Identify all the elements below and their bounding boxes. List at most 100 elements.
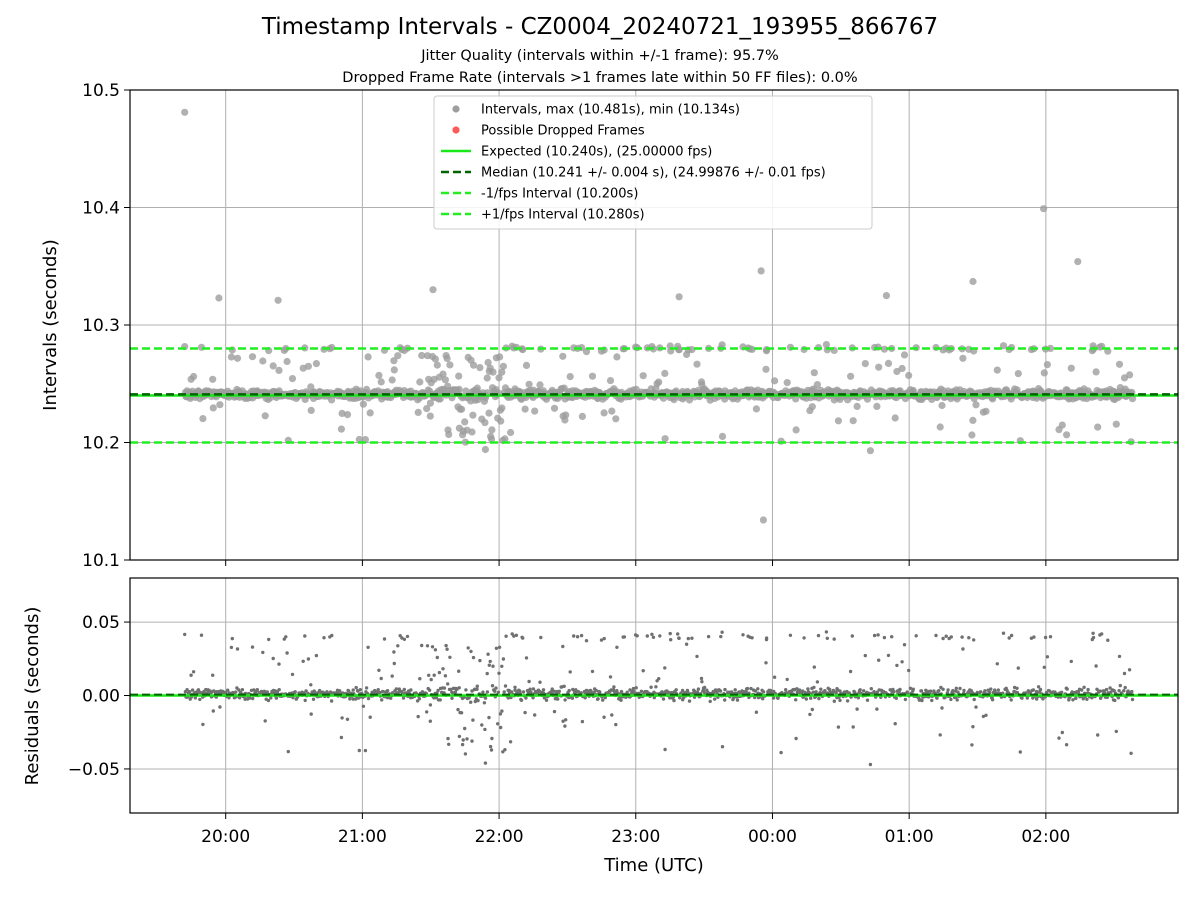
residual-point bbox=[668, 696, 672, 700]
residual-point bbox=[338, 689, 342, 693]
residual-point bbox=[851, 725, 855, 729]
residual-point bbox=[1130, 697, 1135, 702]
residual-point bbox=[235, 647, 240, 651]
residual-point bbox=[894, 696, 898, 700]
residual-point bbox=[892, 690, 896, 694]
residual-point bbox=[794, 698, 798, 702]
interval-point bbox=[891, 414, 899, 422]
residual-point bbox=[771, 696, 776, 700]
interval-point bbox=[274, 296, 282, 304]
interval-point bbox=[559, 352, 567, 360]
residual-point bbox=[1069, 659, 1074, 664]
residual-point bbox=[490, 736, 494, 741]
residual-point bbox=[538, 680, 542, 684]
residual-point bbox=[622, 635, 627, 639]
residual-point bbox=[1045, 655, 1050, 659]
interval-point bbox=[473, 384, 481, 392]
residual-point bbox=[825, 636, 829, 640]
residual-point bbox=[435, 655, 439, 660]
residual-point bbox=[756, 687, 760, 691]
residual-point bbox=[838, 698, 842, 703]
residual-point bbox=[473, 699, 477, 704]
interval-point bbox=[882, 292, 891, 300]
residual-point bbox=[850, 634, 854, 638]
residuals-reference-lines bbox=[130, 693, 1178, 697]
interval-point bbox=[612, 415, 620, 423]
residual-point bbox=[614, 722, 618, 727]
interval-point bbox=[600, 409, 608, 417]
time-x-tick-label: 02:00 bbox=[1021, 827, 1070, 847]
residual-point bbox=[1104, 687, 1109, 692]
interval-point bbox=[959, 354, 967, 362]
interval-point bbox=[525, 380, 533, 388]
residual-point bbox=[400, 636, 404, 640]
residual-point bbox=[443, 674, 448, 678]
residual-point bbox=[794, 736, 798, 741]
intervals-y-tick-label: 10.4 bbox=[82, 199, 120, 219]
residual-point bbox=[524, 696, 528, 700]
residual-point bbox=[339, 735, 344, 740]
interval-point bbox=[481, 445, 489, 454]
residual-point bbox=[735, 698, 740, 702]
residual-point bbox=[533, 713, 537, 717]
residual-point bbox=[898, 687, 902, 692]
residual-point bbox=[306, 657, 311, 661]
residual-point bbox=[1048, 635, 1053, 639]
residual-point bbox=[699, 676, 704, 681]
residual-point bbox=[972, 638, 976, 642]
residual-point bbox=[240, 688, 245, 692]
interval-point bbox=[469, 411, 477, 419]
interval-point bbox=[426, 412, 434, 420]
legend-marker-dropped bbox=[452, 126, 460, 134]
residual-point bbox=[488, 659, 492, 664]
residual-point bbox=[425, 710, 429, 714]
residual-point bbox=[489, 748, 494, 752]
residual-point bbox=[420, 643, 424, 648]
residual-point bbox=[464, 688, 468, 692]
residual-point bbox=[269, 696, 273, 700]
interval-point bbox=[560, 384, 568, 392]
residual-point bbox=[428, 719, 432, 723]
residual-point bbox=[580, 719, 585, 724]
residual-point bbox=[496, 690, 501, 694]
interval-point bbox=[675, 293, 683, 301]
residual-point bbox=[797, 688, 802, 692]
residual-point bbox=[187, 690, 192, 694]
residual-point bbox=[463, 726, 467, 731]
residual-point bbox=[990, 698, 995, 702]
residual-point bbox=[433, 648, 438, 652]
residual-point bbox=[502, 690, 506, 694]
interval-point bbox=[501, 435, 509, 443]
interval-point bbox=[550, 404, 559, 412]
residual-point bbox=[364, 686, 369, 690]
interval-point bbox=[718, 432, 727, 440]
residual-point bbox=[625, 690, 629, 694]
residual-point bbox=[226, 688, 230, 692]
residual-point bbox=[271, 656, 275, 661]
interval-point bbox=[993, 366, 1001, 374]
residual-point bbox=[1095, 687, 1099, 691]
residual-point bbox=[960, 635, 964, 639]
residual-point bbox=[428, 703, 433, 707]
residual-point bbox=[869, 687, 873, 691]
residual-point bbox=[911, 687, 915, 691]
residual-point bbox=[1009, 698, 1013, 702]
dropped-frame-rate-subtitle: Dropped Frame Rate (intervals >1 frames … bbox=[342, 70, 858, 86]
residual-point bbox=[654, 685, 658, 689]
interval-point bbox=[1067, 364, 1075, 372]
interval-point bbox=[209, 404, 217, 412]
residual-point bbox=[903, 697, 908, 702]
interval-point bbox=[489, 368, 497, 376]
residual-point bbox=[501, 750, 505, 754]
residual-point bbox=[764, 661, 768, 665]
residual-point bbox=[872, 633, 877, 638]
residual-point bbox=[1057, 736, 1061, 740]
interval-point bbox=[364, 353, 372, 361]
residual-point bbox=[816, 633, 821, 638]
interval-point bbox=[390, 366, 398, 374]
residual-point bbox=[812, 665, 816, 669]
residual-point bbox=[354, 685, 358, 690]
residual-point bbox=[1041, 697, 1045, 701]
residual-point bbox=[494, 686, 498, 690]
residual-point bbox=[761, 697, 765, 701]
